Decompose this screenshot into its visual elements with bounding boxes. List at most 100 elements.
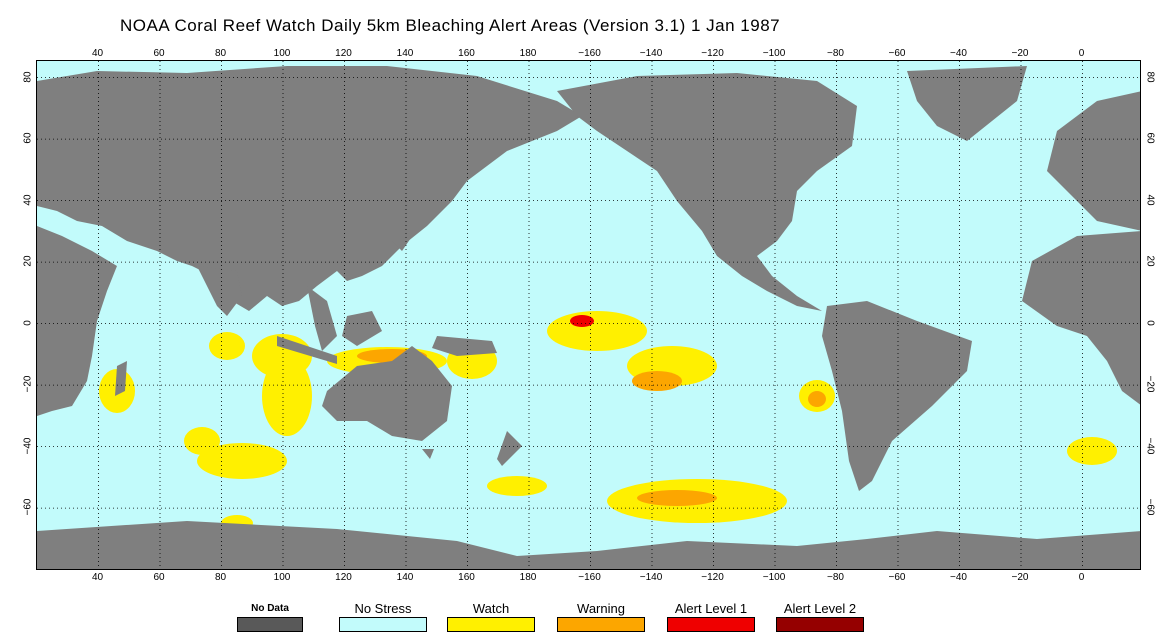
legend-swatch: [447, 617, 535, 632]
lon-tick-top: 60: [153, 48, 165, 59]
bleaching-map: [37, 61, 1140, 569]
lon-tick-top: 160: [458, 48, 475, 59]
map-title: NOAA Coral Reef Watch Daily 5km Bleachin…: [120, 16, 781, 35]
lon-tick-bottom: −120: [701, 572, 724, 583]
land-africa-east: [37, 226, 117, 416]
legend-swatch: [237, 617, 303, 632]
lat-tick-left: 60: [22, 132, 34, 144]
stress-patch: [487, 476, 547, 496]
landmasses: [37, 66, 1140, 569]
lon-tick-top: −140: [639, 48, 663, 59]
legend-label: Alert Level 1: [674, 601, 748, 616]
land-north-america: [557, 73, 857, 311]
lon-tick-top: 180: [519, 48, 537, 59]
lon-tick-bottom: 180: [519, 572, 537, 583]
lon-tick-bottom: 40: [91, 572, 104, 583]
map-area[interactable]: [36, 60, 1141, 570]
lat-tick-left: 80: [22, 71, 34, 83]
lat-tick-right: 80: [1144, 71, 1156, 83]
lat-tick-right: 0: [1144, 319, 1156, 326]
land-eurasia: [37, 66, 582, 311]
lon-tick-bottom: 0: [1078, 572, 1085, 583]
lon-tick-bottom: 80: [214, 572, 227, 583]
lon-tick-top: −80: [827, 48, 844, 59]
lon-tick-bottom: 60: [153, 572, 165, 583]
land-tasmania: [422, 449, 434, 459]
land-europe: [1047, 91, 1140, 231]
legend-item: Alert Level 1: [667, 600, 755, 632]
lat-tick-right: 20: [1144, 255, 1156, 267]
lon-tick-bottom: −80: [827, 572, 844, 583]
lon-tick-top: −40: [950, 48, 967, 59]
stress-patch: [570, 315, 594, 327]
land-africa-west: [1022, 231, 1140, 405]
lon-tick-bottom: −140: [639, 572, 663, 583]
lon-tick-bottom: −160: [578, 572, 601, 583]
stress-patch: [808, 391, 826, 407]
legend-label: Watch: [472, 601, 510, 616]
land-borneo: [342, 311, 382, 346]
lat-tick-left: −20: [22, 375, 34, 393]
land-indochina: [307, 286, 337, 351]
lon-tick-bottom: 100: [273, 572, 291, 583]
legend-item: Alert Level 2: [776, 600, 864, 632]
lon-tick-top: 80: [214, 48, 227, 59]
lon-tick-top: 0: [1078, 48, 1085, 59]
lon-tick-top: 140: [396, 48, 414, 59]
land-antarctica: [37, 521, 1140, 569]
legend-label: No Data: [251, 603, 289, 614]
lon-tick-top: −100: [762, 48, 786, 59]
graticule: [37, 61, 1140, 569]
lon-tick-bottom: 120: [335, 572, 352, 583]
stress-patch: [262, 356, 312, 436]
land-sumatra-java: [277, 336, 337, 364]
lat-tick-left: 20: [22, 255, 34, 267]
stress-patch: [637, 490, 717, 506]
legend-swatch: [776, 617, 864, 632]
lon-tick-top: −20: [1011, 48, 1029, 59]
lon-tick-top: 40: [91, 48, 104, 59]
lat-tick-left: 0: [22, 319, 34, 326]
legend-label: Warning: [577, 601, 625, 616]
lon-tick-top: 120: [335, 48, 352, 59]
land-madagascar: [115, 361, 127, 396]
legend-swatch: [667, 617, 755, 632]
lat-tick-left: −40: [22, 437, 34, 455]
stress-patch: [547, 311, 647, 351]
lat-tick-left: 40: [22, 194, 34, 206]
lon-tick-bottom: 140: [396, 572, 414, 583]
legend-item: No Stress: [339, 600, 427, 632]
lon-tick-top: −60: [888, 48, 906, 59]
lat-tick-right: 60: [1144, 132, 1156, 144]
legend-swatch: [557, 617, 645, 632]
legend-item: No Data: [226, 600, 314, 632]
lat-tick-right: −60: [1144, 498, 1156, 516]
land-india: [197, 266, 242, 316]
lon-tick-bottom: −60: [888, 572, 906, 583]
legend-item: Watch: [447, 600, 535, 632]
lon-tick-top: 100: [273, 48, 291, 59]
land-japan: [392, 196, 429, 251]
legend-item: Warning: [557, 600, 645, 632]
land-new-zealand: [497, 431, 522, 466]
legend-swatch: [339, 617, 427, 632]
lat-tick-right: −40: [1144, 437, 1156, 455]
lon-tick-bottom: −40: [950, 572, 967, 583]
land-greenland: [907, 66, 1027, 141]
lat-tick-right: 40: [1144, 194, 1156, 206]
stress-patch: [632, 371, 682, 391]
land-australia: [322, 346, 452, 441]
land-south-america: [822, 301, 972, 491]
lat-tick-right: −20: [1144, 375, 1156, 393]
legend-label: No Stress: [354, 601, 412, 616]
lat-tick-left: −60: [22, 498, 34, 516]
stress-patch: [1067, 437, 1117, 465]
lon-tick-top: −160: [578, 48, 601, 59]
stress-patch: [209, 332, 245, 360]
legend-label: Alert Level 2: [783, 601, 857, 616]
lon-tick-bottom: −100: [762, 572, 786, 583]
land-new-guinea: [432, 336, 497, 356]
stress-patch: [184, 427, 220, 455]
stress-patch: [197, 443, 287, 479]
lon-tick-bottom: 160: [458, 572, 475, 583]
